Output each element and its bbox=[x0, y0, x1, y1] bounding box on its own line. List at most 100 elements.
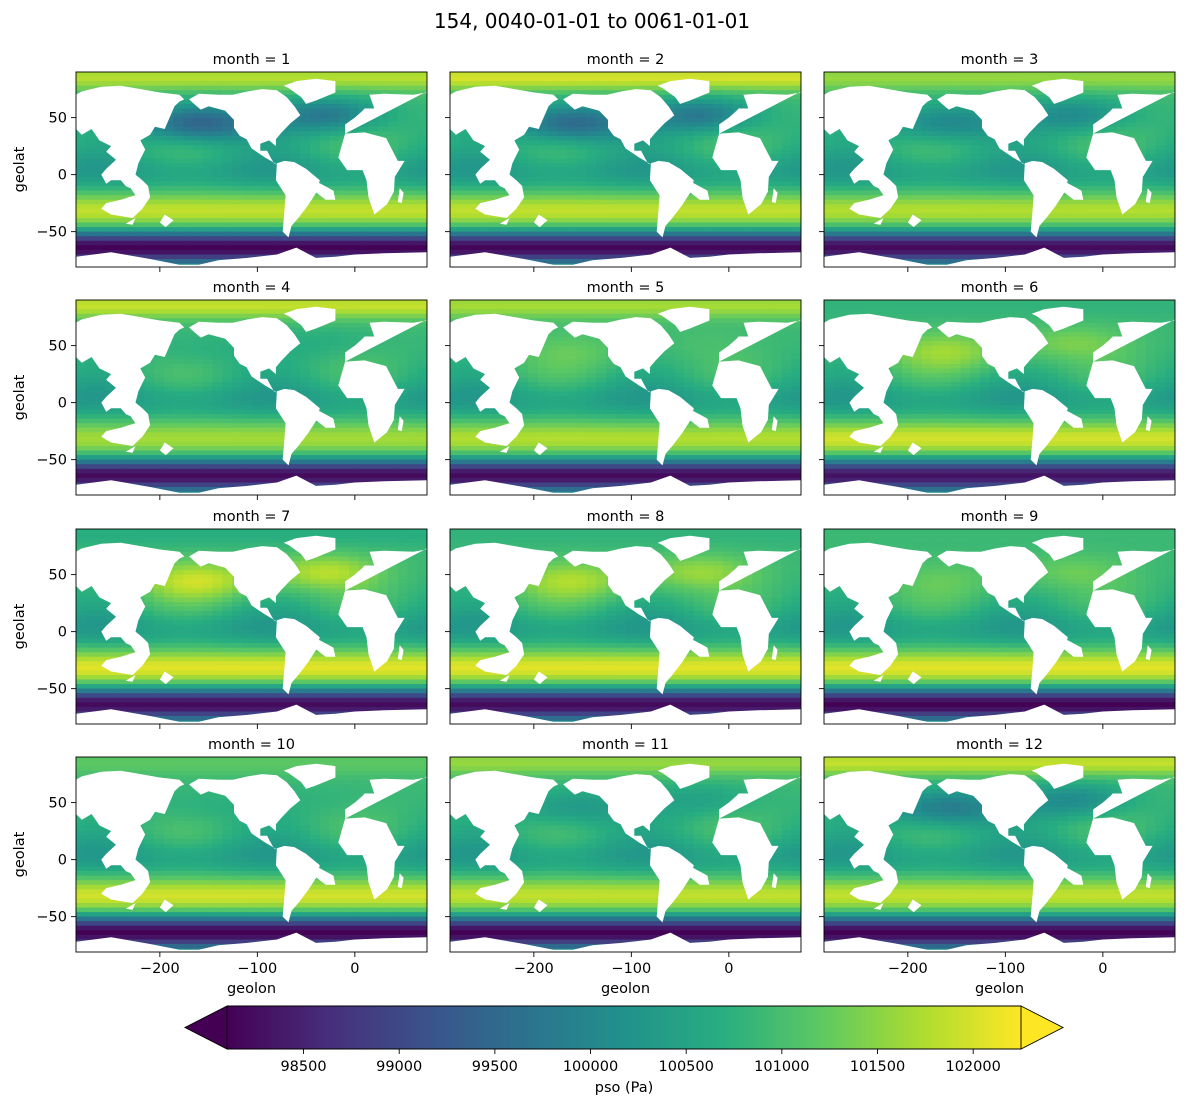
heatmap-cell bbox=[853, 186, 864, 192]
heatmap-cell bbox=[1155, 218, 1166, 224]
heatmap-cell bbox=[271, 181, 282, 187]
heatmap-cell bbox=[407, 108, 418, 114]
heatmap-cell bbox=[980, 222, 991, 228]
heatmap-cell bbox=[625, 167, 636, 173]
heatmap-cell bbox=[261, 313, 272, 319]
heatmap-cell bbox=[469, 231, 480, 237]
heatmap-cell bbox=[635, 204, 646, 210]
heatmap-cell bbox=[183, 103, 194, 110]
heatmap-cell bbox=[684, 204, 695, 210]
heatmap-cell bbox=[674, 213, 685, 219]
heatmap-cell bbox=[941, 204, 952, 210]
heatmap-cell bbox=[1058, 213, 1069, 219]
heatmap-cell bbox=[251, 72, 262, 78]
heatmap-cell bbox=[1155, 172, 1166, 178]
heatmap-cell bbox=[319, 176, 331, 183]
heatmap-cell bbox=[251, 154, 262, 160]
heatmap-cell bbox=[76, 218, 87, 224]
heatmap-cell bbox=[1009, 145, 1020, 151]
heatmap-cell bbox=[212, 108, 223, 114]
heatmap-cell bbox=[498, 240, 510, 246]
heatmap-cell bbox=[310, 72, 321, 78]
heatmap-cell bbox=[596, 72, 607, 78]
heatmap-cell bbox=[703, 158, 714, 164]
heatmap-cell bbox=[300, 231, 311, 237]
heatmap-cell bbox=[407, 199, 418, 205]
heatmap-cell bbox=[173, 240, 184, 246]
heatmap-cell bbox=[664, 231, 675, 237]
heatmap-cell bbox=[625, 163, 636, 169]
heatmap-cell bbox=[843, 227, 854, 233]
heatmap-cell bbox=[310, 163, 321, 169]
heatmap-cell bbox=[1165, 154, 1175, 160]
heatmap-cell bbox=[368, 131, 379, 137]
heatmap-cell bbox=[791, 231, 801, 237]
heatmap-cell bbox=[970, 236, 981, 242]
heatmap-cell bbox=[349, 94, 360, 100]
heatmap-cell bbox=[368, 81, 379, 87]
heatmap-cell bbox=[843, 218, 854, 224]
heatmap-cell bbox=[518, 240, 529, 246]
heatmap-cell bbox=[684, 72, 695, 78]
heatmap-cell bbox=[902, 126, 913, 132]
heatmap-cell bbox=[124, 249, 136, 256]
heatmap-cell bbox=[625, 172, 636, 178]
heatmap-cell bbox=[134, 222, 145, 228]
heatmap-cell bbox=[1136, 113, 1147, 119]
heatmap-cell bbox=[771, 154, 783, 160]
heatmap-cell bbox=[508, 218, 519, 224]
heatmap-cell bbox=[163, 204, 175, 210]
heatmap-cell bbox=[771, 181, 783, 187]
heatmap-cell bbox=[407, 318, 418, 324]
heatmap-cell bbox=[1077, 204, 1088, 210]
heatmap-cell bbox=[261, 222, 272, 228]
heatmap-cell bbox=[134, 227, 145, 233]
heatmap-cell bbox=[999, 231, 1010, 237]
heatmap-cell bbox=[596, 240, 607, 246]
heatmap-cell bbox=[407, 186, 418, 192]
heatmap-cell bbox=[606, 236, 617, 242]
heatmap-cell bbox=[635, 81, 646, 87]
heatmap-cell bbox=[105, 231, 116, 237]
heatmap-cell bbox=[1155, 195, 1166, 201]
heatmap-cell bbox=[76, 222, 87, 228]
heatmap-cell bbox=[1155, 154, 1166, 160]
heatmap-cell bbox=[960, 249, 971, 256]
heatmap-cell bbox=[300, 245, 311, 251]
heatmap-cell bbox=[489, 213, 500, 219]
heatmap-cell bbox=[1087, 245, 1098, 251]
heatmap-cell bbox=[970, 154, 981, 160]
heatmap-cell bbox=[911, 199, 923, 205]
heatmap-cell bbox=[703, 126, 714, 132]
heatmap-cell bbox=[950, 163, 962, 169]
heatmap-cell bbox=[183, 94, 194, 100]
heatmap-cell bbox=[547, 227, 558, 233]
heatmap-cell bbox=[1106, 172, 1118, 178]
heatmap-cell bbox=[1145, 199, 1157, 205]
heatmap-cell bbox=[1145, 240, 1157, 246]
heatmap-cell bbox=[397, 145, 409, 151]
heatmap-cell bbox=[518, 149, 529, 155]
heatmap-cell bbox=[537, 240, 549, 246]
heatmap-cell bbox=[261, 76, 272, 82]
heatmap-cell bbox=[645, 222, 656, 228]
heatmap-cell bbox=[1048, 236, 1059, 242]
heatmap-cell bbox=[193, 190, 204, 196]
heatmap-cell bbox=[742, 122, 753, 128]
heatmap-cell bbox=[271, 145, 282, 151]
heatmap-cell bbox=[911, 131, 923, 137]
heatmap-cell bbox=[567, 176, 578, 183]
heatmap-cell bbox=[1097, 240, 1108, 246]
heatmap-cell bbox=[989, 199, 1001, 205]
heatmap-cell bbox=[134, 231, 145, 237]
heatmap-cell bbox=[970, 131, 981, 137]
heatmap-cell bbox=[241, 154, 253, 160]
heatmap-cell bbox=[537, 167, 549, 173]
heatmap-cell bbox=[232, 304, 243, 310]
heatmap-cell bbox=[989, 236, 1001, 242]
heatmap-cell bbox=[241, 231, 253, 237]
heatmap-cell bbox=[76, 76, 87, 82]
heatmap-cell bbox=[518, 204, 529, 210]
heatmap-cell bbox=[713, 195, 724, 201]
heatmap-cell bbox=[1145, 245, 1157, 251]
